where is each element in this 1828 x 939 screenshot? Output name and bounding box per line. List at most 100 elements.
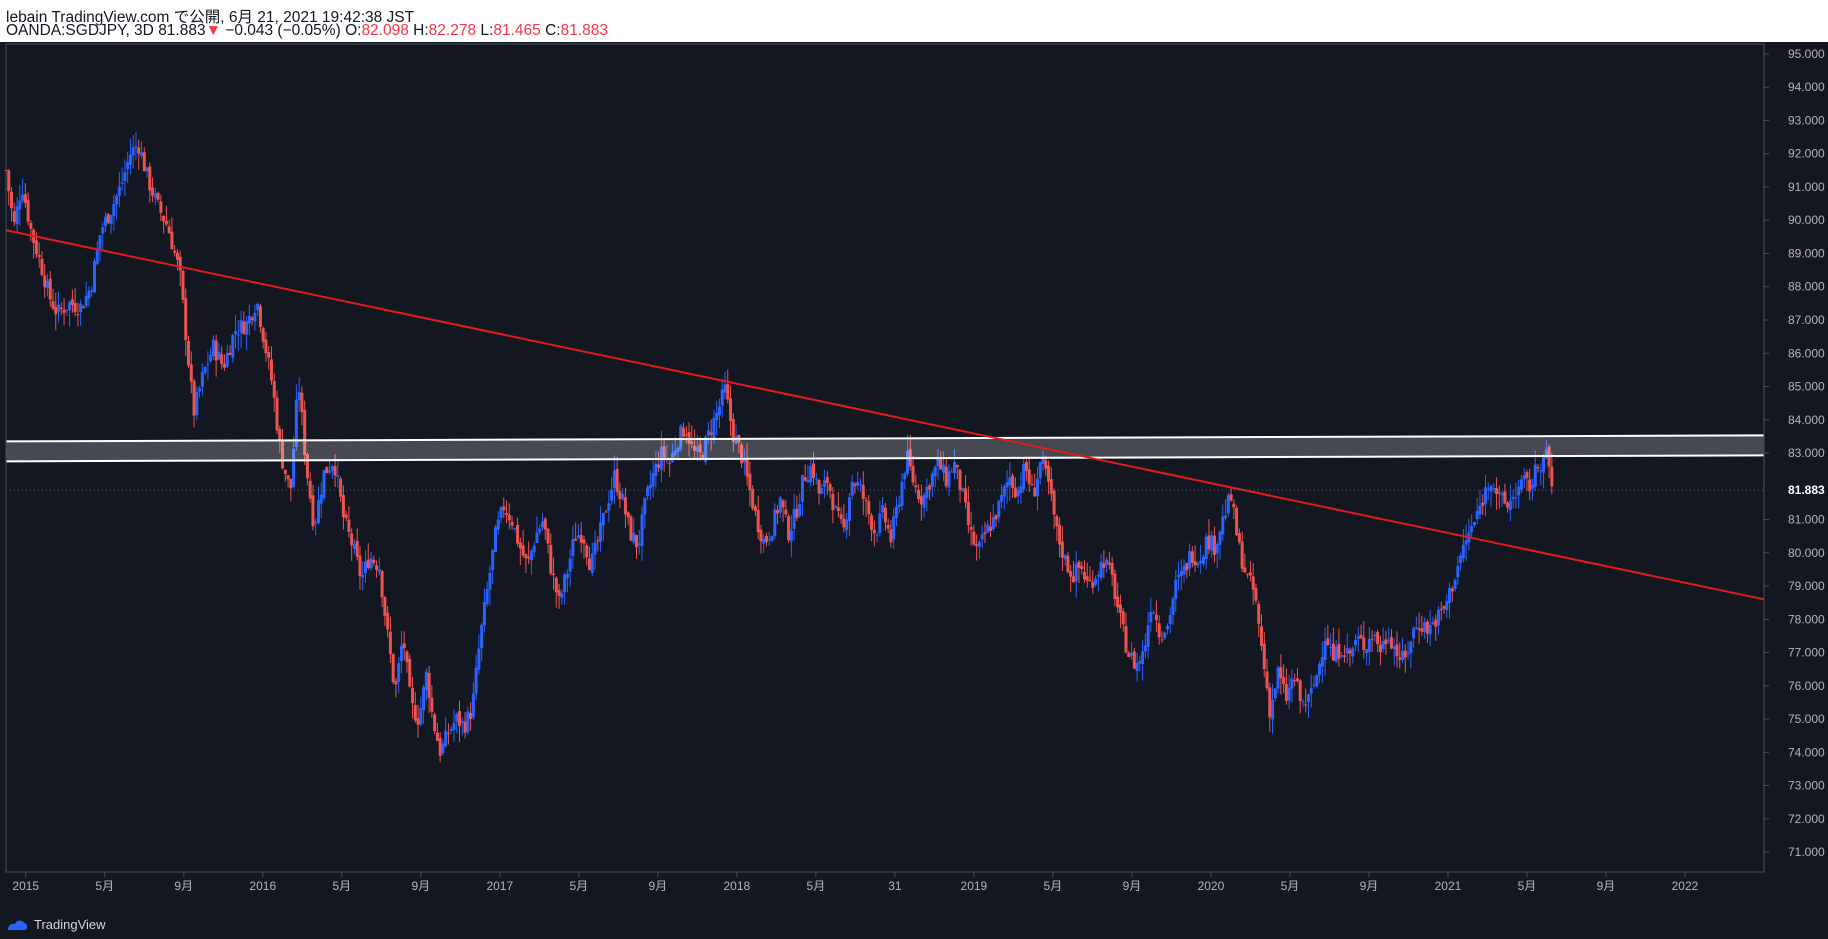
candle-body [305, 454, 309, 479]
candle-body [521, 545, 525, 556]
candle-body [106, 214, 110, 223]
candle-body [914, 485, 918, 488]
candle-body [90, 290, 94, 292]
candle-body [1517, 486, 1521, 496]
candle-body [65, 309, 69, 311]
candle-body [897, 504, 901, 507]
change-value: −0.043 (−0.05%) [225, 22, 341, 39]
candle-body [15, 206, 19, 225]
candle-body [68, 301, 72, 311]
candle-body [532, 545, 536, 552]
candle-body [250, 317, 254, 321]
candle-body [571, 538, 575, 556]
candle-body [1342, 655, 1346, 657]
candle-body [1470, 525, 1474, 533]
symbol-label[interactable]: OANDA:SGDJPY, 3D [6, 22, 154, 39]
candle-body [1533, 464, 1537, 487]
candle-body [1271, 700, 1275, 720]
candle-body [836, 507, 840, 511]
candle-body [1118, 604, 1122, 613]
candle-body [1179, 571, 1183, 577]
candle-body [153, 193, 157, 198]
candle-body [637, 543, 641, 546]
candle-body [21, 194, 25, 201]
candle-body [662, 446, 666, 458]
y-tick-label: 92.000 [1788, 147, 1825, 161]
candle-body [1544, 449, 1548, 459]
candle-body [164, 220, 168, 225]
candle-body [1243, 567, 1247, 573]
candle-body [1177, 575, 1181, 578]
open-value: 82.098 [361, 22, 409, 39]
candle-body [26, 199, 30, 222]
candle-body [1044, 460, 1048, 469]
brand-name[interactable]: TradingView [34, 917, 106, 932]
y-tick-label: 78.000 [1788, 612, 1825, 626]
y-tick-label: 90.000 [1788, 213, 1825, 227]
candle-body [933, 467, 937, 477]
candle-body [753, 506, 757, 511]
candle-body [1110, 563, 1114, 575]
candle-body [1550, 466, 1554, 487]
candle-body [698, 444, 702, 453]
candle-body [281, 441, 285, 469]
price-axis[interactable]: 71.000 72.000 73.000 74.000 75.000 76.000 77.0… [1764, 47, 1825, 859]
candle-body [518, 542, 522, 549]
candle-body [820, 488, 824, 494]
candle-body [269, 359, 273, 381]
candle-body [859, 484, 863, 486]
candle-body [339, 478, 343, 497]
candle-body [286, 475, 290, 480]
candle-body [930, 473, 934, 487]
candle-body [911, 466, 915, 483]
candle-body [936, 457, 940, 467]
candle-body [303, 410, 307, 456]
descending-trendline[interactable] [5, 229, 1765, 601]
candle-body [192, 380, 196, 416]
candle-body [261, 328, 265, 342]
candles-layer [4, 132, 1554, 763]
candle-body [1257, 603, 1261, 624]
candle-body [499, 507, 503, 518]
candle-body [466, 711, 470, 733]
time-axis[interactable]: 2015 5月 9月 2016 5月 9月 2017 5月 9月 2018 5月 31 2019 5月 9月… [12, 872, 1699, 893]
candle-body [48, 278, 52, 300]
candle-body [1406, 653, 1410, 655]
candle-body [181, 270, 185, 300]
candle-body [1497, 492, 1501, 494]
candle-body [1442, 606, 1446, 609]
resistance-zone[interactable] [6, 435, 1764, 462]
candle-body [922, 494, 926, 508]
candle-body [405, 651, 409, 663]
candle-body [1071, 576, 1075, 583]
candle-body [1453, 580, 1457, 589]
candle-body [590, 553, 594, 574]
candle-body [632, 532, 636, 543]
candle-body [1304, 704, 1308, 706]
candle-body [651, 473, 655, 487]
candle-body [612, 470, 616, 488]
candle-body [1495, 488, 1499, 494]
resistance-zone-upper-line[interactable] [5, 434, 1765, 443]
candle-body [101, 227, 105, 234]
candle-body [333, 465, 337, 476]
candle-body [1514, 497, 1518, 499]
candle-body [679, 425, 683, 450]
price-chart[interactable]: 71.000 72.000 73.000 74.000 75.000 76.000 77.0… [0, 42, 1828, 910]
candle-body [1511, 496, 1515, 499]
candle-body [419, 707, 423, 725]
candle-body [148, 166, 152, 191]
candle-body [1149, 612, 1153, 623]
candle-body [411, 688, 415, 704]
candle-body [875, 534, 879, 536]
candle-body [917, 489, 921, 500]
candle-body [778, 497, 782, 513]
candle-body [422, 686, 426, 711]
candle-body [1503, 491, 1507, 504]
candle-body [568, 558, 572, 572]
candle-body [311, 495, 315, 527]
resistance-zone-lower-line[interactable] [5, 454, 1765, 463]
candle-body [1326, 638, 1330, 645]
candle-body [1124, 626, 1128, 653]
candle-body [308, 480, 312, 499]
